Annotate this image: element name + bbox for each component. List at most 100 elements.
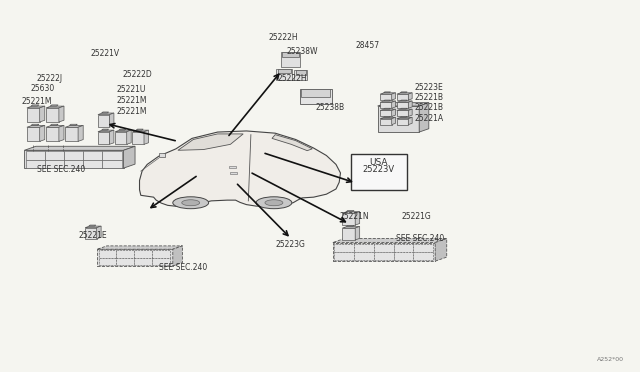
Polygon shape [355, 227, 360, 240]
Polygon shape [115, 132, 127, 144]
Polygon shape [392, 93, 396, 100]
Polygon shape [397, 119, 408, 125]
Bar [394, 244, 413, 252]
Polygon shape [124, 146, 135, 168]
Polygon shape [378, 103, 429, 106]
Polygon shape [50, 124, 58, 125]
Text: 28457: 28457 [355, 41, 380, 50]
Polygon shape [383, 108, 390, 109]
Bar [99, 258, 116, 265]
Bar [26, 160, 45, 168]
Bar [159, 153, 165, 157]
Text: 25630: 25630 [31, 84, 55, 93]
Polygon shape [27, 125, 45, 127]
Polygon shape [342, 227, 360, 228]
Text: 25223V: 25223V [363, 165, 395, 174]
Bar [413, 252, 433, 260]
Polygon shape [97, 246, 182, 249]
Bar [102, 151, 122, 160]
Polygon shape [89, 225, 96, 226]
Text: 25222H: 25222H [277, 74, 307, 83]
Text: 25221B: 25221B [415, 103, 444, 112]
Bar [301, 89, 330, 97]
Polygon shape [173, 246, 182, 266]
Bar [116, 258, 134, 265]
Text: SEE SEC.240: SEE SEC.240 [159, 263, 207, 272]
Polygon shape [46, 127, 59, 141]
Polygon shape [346, 211, 354, 212]
Bar [26, 151, 45, 160]
Polygon shape [98, 115, 109, 127]
Polygon shape [136, 129, 143, 130]
Polygon shape [364, 173, 378, 187]
Text: 25221U: 25221U [116, 85, 146, 94]
Bar [45, 151, 64, 160]
Bar [134, 250, 152, 258]
Polygon shape [98, 113, 114, 115]
Polygon shape [400, 108, 407, 109]
Polygon shape [342, 228, 355, 240]
Text: 25221G: 25221G [402, 212, 431, 221]
Bar [276, 69, 292, 80]
Polygon shape [144, 130, 148, 144]
Text: 25223G: 25223G [275, 240, 305, 249]
Polygon shape [78, 125, 83, 141]
Polygon shape [419, 103, 429, 132]
Bar [83, 160, 102, 168]
Polygon shape [98, 130, 114, 132]
Polygon shape [85, 226, 101, 228]
Text: 25221M: 25221M [116, 96, 147, 105]
Text: 25221N: 25221N [339, 212, 369, 221]
Polygon shape [115, 130, 131, 132]
Ellipse shape [265, 200, 283, 206]
Bar [334, 252, 354, 260]
Polygon shape [383, 116, 390, 117]
Text: 25223E: 25223E [415, 83, 444, 92]
Bar [354, 252, 374, 260]
Polygon shape [50, 105, 58, 106]
Bar [351, 154, 407, 190]
Text: A252*00: A252*00 [597, 357, 624, 362]
Polygon shape [397, 110, 408, 116]
Ellipse shape [182, 200, 200, 206]
Bar [99, 250, 116, 258]
Polygon shape [109, 113, 114, 127]
Polygon shape [65, 125, 83, 127]
Polygon shape [392, 117, 396, 125]
Polygon shape [119, 129, 126, 130]
Polygon shape [97, 226, 101, 239]
Polygon shape [69, 124, 77, 125]
Polygon shape [59, 125, 64, 141]
Polygon shape [378, 106, 419, 132]
Polygon shape [400, 100, 407, 101]
Polygon shape [27, 127, 40, 141]
Text: 25221B: 25221B [415, 93, 444, 102]
Text: 25222J: 25222J [36, 74, 63, 83]
Polygon shape [397, 117, 412, 119]
Bar [374, 244, 394, 252]
Bar [413, 244, 433, 252]
Polygon shape [408, 117, 412, 125]
Bar [296, 70, 306, 75]
Polygon shape [380, 109, 396, 110]
Bar [116, 250, 134, 258]
Polygon shape [27, 108, 40, 122]
Polygon shape [333, 238, 447, 243]
Polygon shape [46, 125, 64, 127]
Bar [64, 151, 83, 160]
Polygon shape [102, 129, 109, 130]
Polygon shape [132, 132, 144, 144]
Polygon shape [27, 106, 45, 108]
Polygon shape [342, 213, 355, 225]
Polygon shape [65, 127, 78, 141]
Polygon shape [342, 212, 360, 213]
Polygon shape [272, 135, 312, 151]
Bar [64, 160, 83, 168]
Polygon shape [140, 131, 340, 206]
Bar [278, 69, 291, 73]
Text: 25222D: 25222D [123, 70, 152, 79]
Polygon shape [383, 100, 390, 101]
Polygon shape [368, 170, 376, 171]
Ellipse shape [173, 197, 209, 209]
Polygon shape [397, 102, 408, 108]
